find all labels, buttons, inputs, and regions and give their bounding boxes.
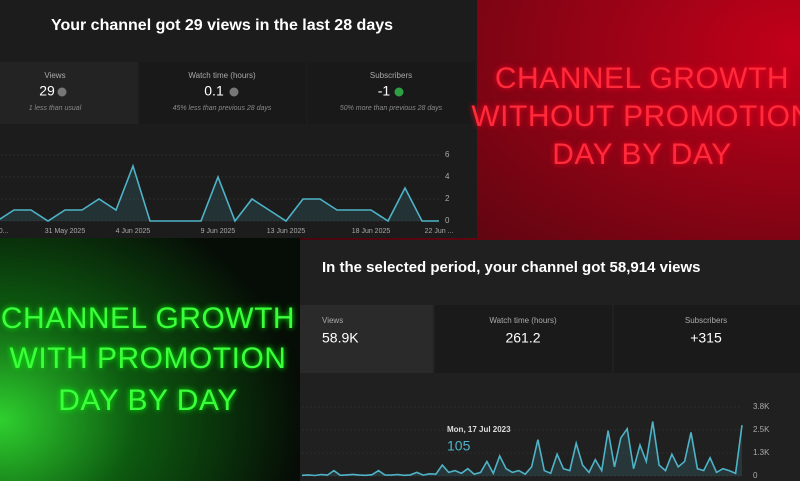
line [301, 421, 743, 477]
y-tick-label: 3.8K [753, 402, 770, 411]
up-icon [394, 87, 404, 97]
metric-label: Views [44, 71, 65, 80]
y-tick-label: 2.5K [753, 425, 770, 434]
x-tick-label: ay 20... [0, 228, 9, 235]
tooltip-date: Mon, 17 Jul 2023 [447, 425, 511, 434]
metric-note: 50% more than previous 28 days [340, 105, 443, 112]
metric-note: 45% less than previous 28 days [173, 105, 272, 112]
bottom-title: In the selected period, your channel got… [322, 259, 700, 276]
x-tick-label: 4 Jun 2025 [116, 228, 151, 235]
y-tick-label: 4 [445, 172, 450, 181]
down-icon [229, 87, 239, 97]
metric-label: Subscribers [685, 316, 727, 325]
y-tick-label: 2 [445, 194, 450, 203]
y-tick-label: 6 [445, 150, 450, 159]
metric-value: 29 [39, 83, 55, 99]
metric-box [140, 62, 306, 124]
x-tick-label: 13 Jun 2025 [267, 228, 306, 235]
top-title: Your channel got 29 views in the last 28… [51, 17, 393, 34]
metric-label: Subscribers [370, 71, 412, 80]
metric-label: Views [322, 316, 343, 325]
metric-value: +315 [690, 330, 722, 346]
metric-box [308, 62, 475, 124]
metric-label: Watch time (hours) [489, 316, 557, 325]
x-tick-label: 18 Jun 2025 [352, 228, 391, 235]
promo-text: CHANNEL GROWTH [495, 62, 789, 95]
metric-box [435, 305, 612, 373]
line [0, 163, 439, 223]
metric-box [300, 305, 433, 373]
x-tick-label: 9 Jun 2025 [201, 228, 236, 235]
promo-text: WITHOUT PROMOTION [471, 100, 800, 133]
promo-text: DAY BY DAY [552, 138, 732, 171]
y-tick-label: 1.3K [753, 448, 770, 457]
metric-value: 0.1 [204, 83, 224, 99]
tooltip-value: 105 [447, 438, 471, 454]
promo-text: DAY BY DAY [58, 384, 238, 417]
promo-text: CHANNEL GROWTH [1, 302, 295, 335]
metric-value: 261.2 [505, 330, 540, 346]
metric-box [614, 305, 800, 373]
green-background [0, 238, 300, 481]
down-icon [57, 87, 67, 97]
metric-value: -1 [378, 83, 391, 99]
metric-box [0, 62, 138, 124]
metric-value: 58.9K [322, 330, 359, 346]
x-tick-label: 31 May 2025 [45, 228, 86, 235]
metric-note: 1 less than usual [29, 105, 82, 112]
metric-label: Watch time (hours) [188, 71, 256, 80]
area [0, 166, 439, 221]
x-tick-label: 22 Jun ... [425, 228, 454, 235]
y-tick-label: 0 [445, 216, 450, 225]
y-tick-label: 0 [753, 471, 758, 480]
promo-text: WITH PROMOTION [10, 342, 287, 375]
